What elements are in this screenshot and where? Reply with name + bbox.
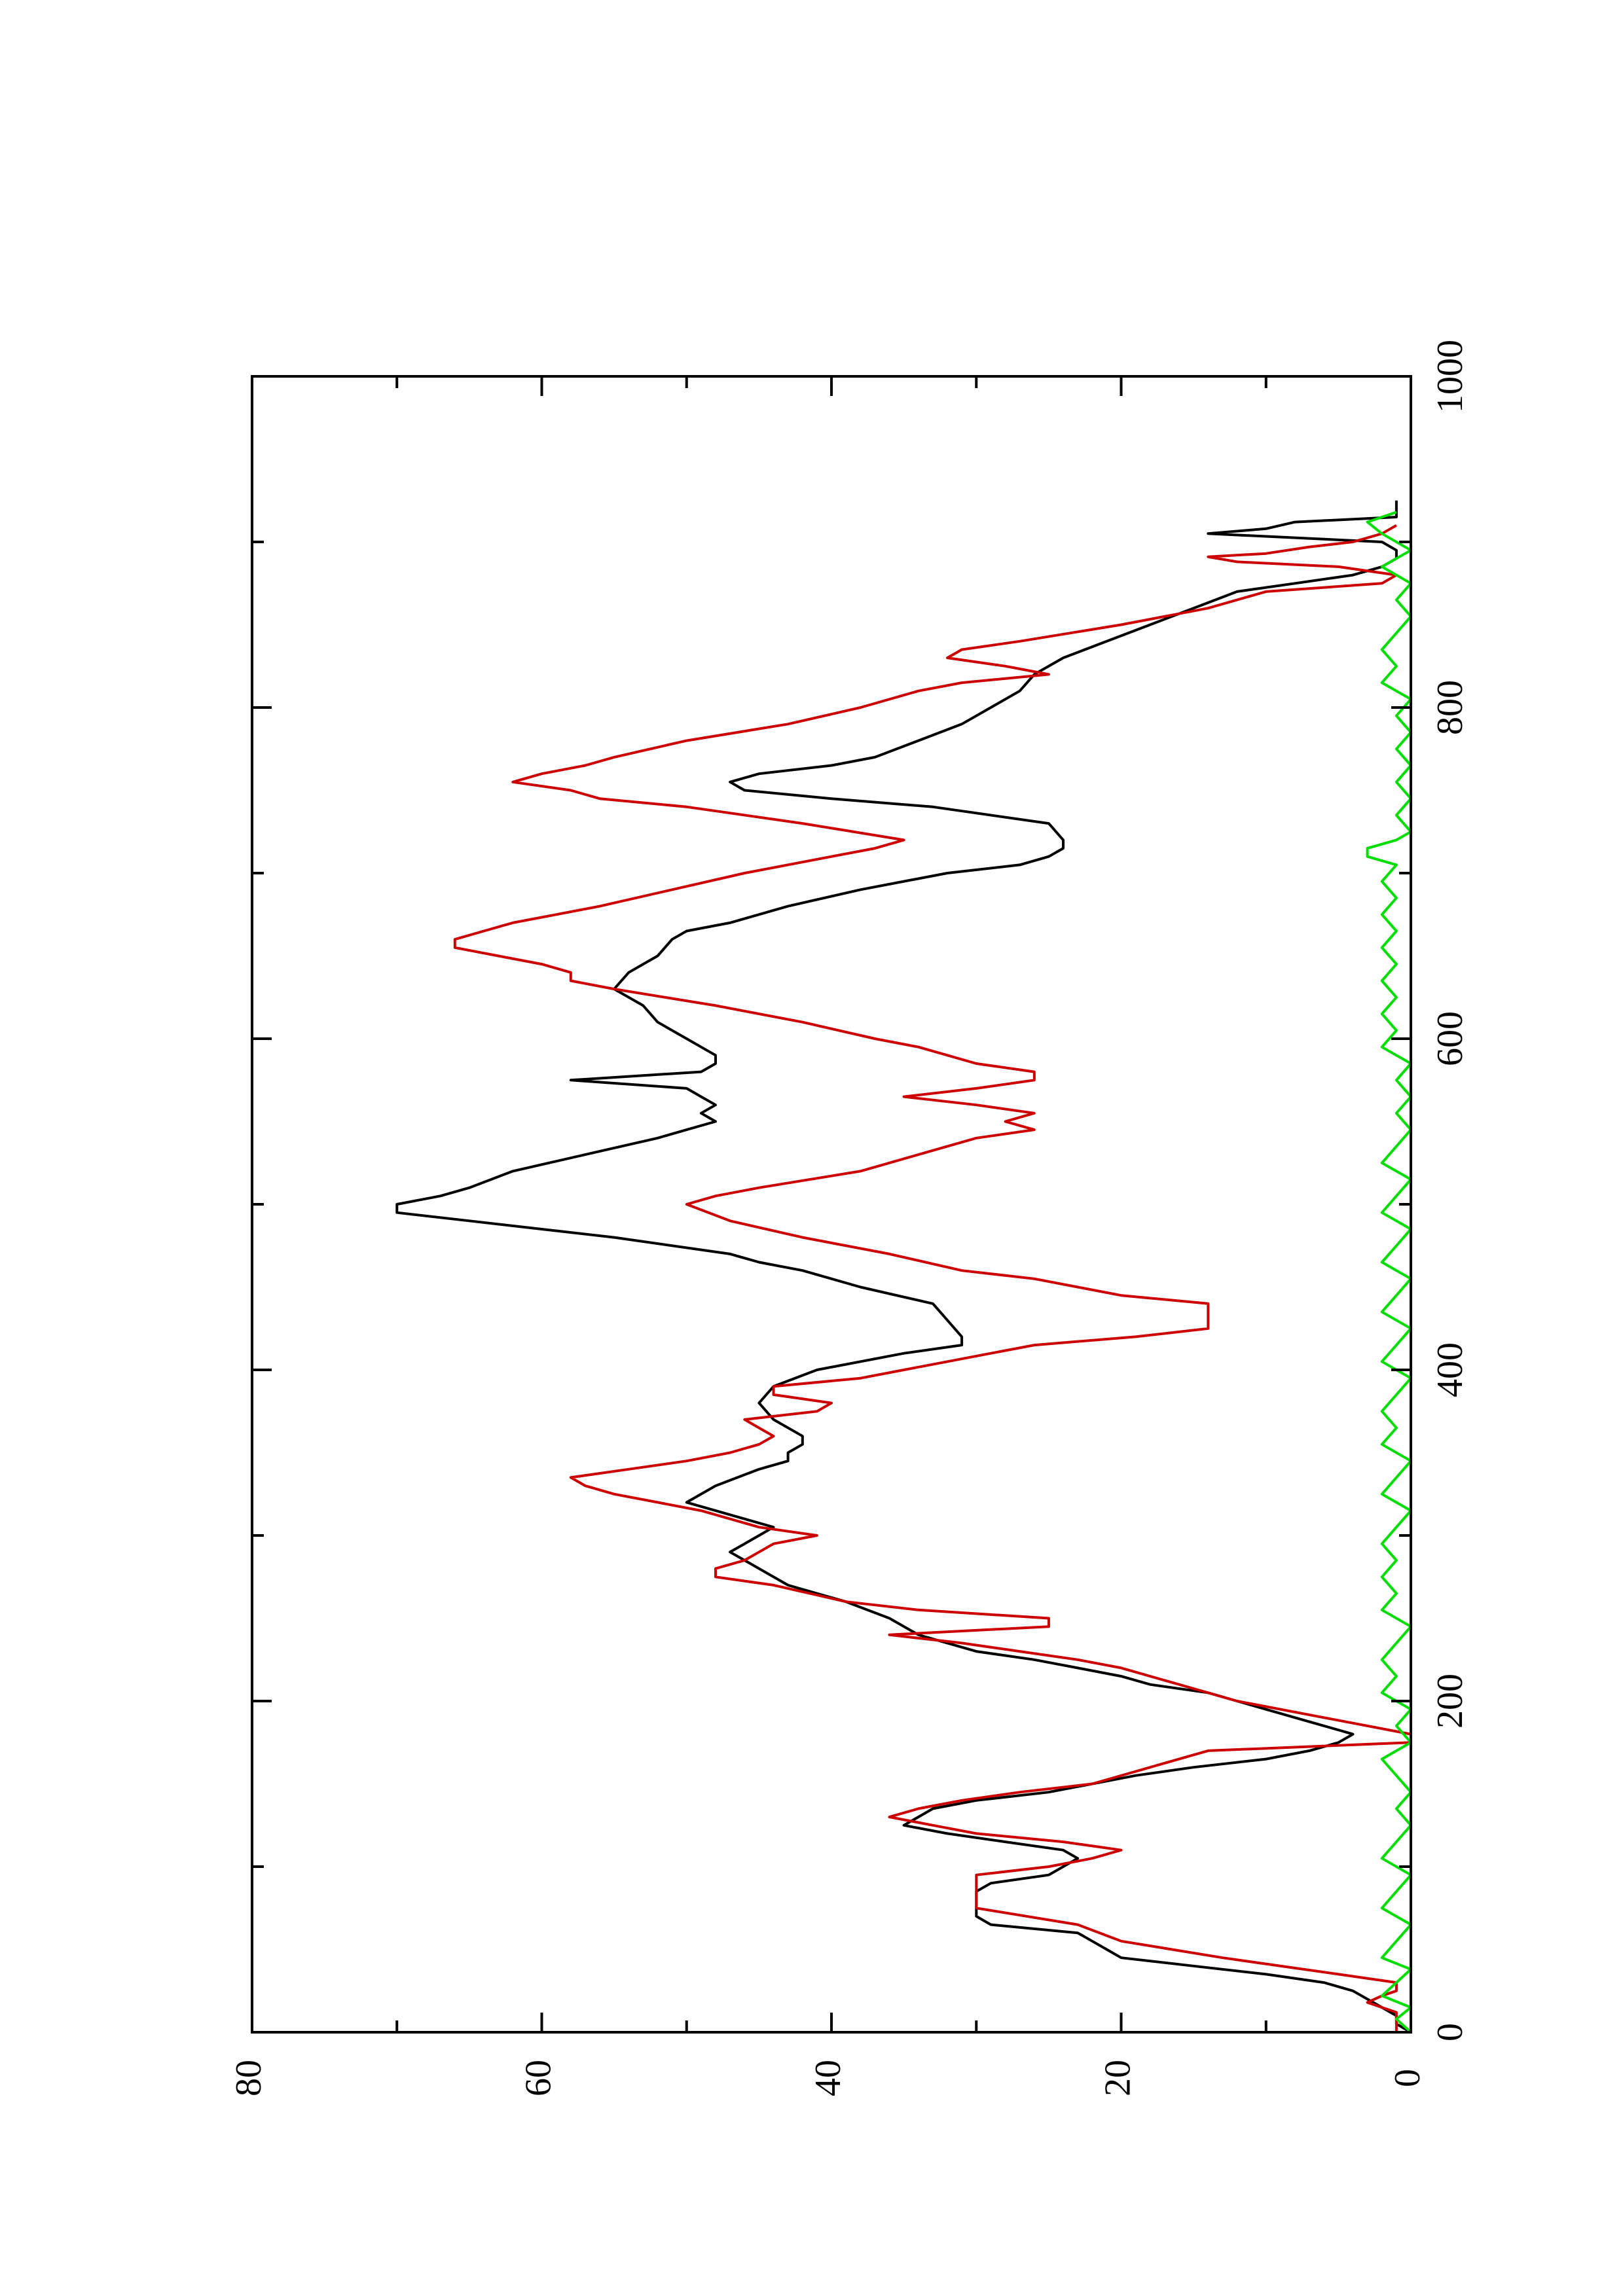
x-tick-label: 0	[1430, 2023, 1470, 2041]
x-tick-label: 800	[1430, 680, 1470, 735]
y-tick-label: 60	[518, 2060, 558, 2096]
plot-frame	[251, 375, 1412, 2034]
series-layer	[395, 500, 1412, 2034]
x-tick-label: 1000	[1430, 340, 1470, 413]
series-line-2	[453, 524, 1412, 2032]
y-tick-label: 40	[808, 2060, 848, 2096]
y-tick-label: 80	[228, 2060, 269, 2096]
x-tick-label: 600	[1430, 1011, 1470, 1066]
series-line-3	[1366, 511, 1412, 2034]
x-axis: 0 200 400 600 800 1000	[252, 340, 1470, 2041]
y-tick-label: 0	[1387, 2069, 1428, 2087]
x-tick-label: 400	[1430, 1342, 1470, 1397]
series-line-1	[395, 500, 1412, 2034]
y-axis: 0 20 40 60 80	[228, 376, 1428, 2096]
x-tick-label: 200	[1430, 1674, 1470, 1729]
y-tick-label: 20	[1097, 2060, 1138, 2096]
